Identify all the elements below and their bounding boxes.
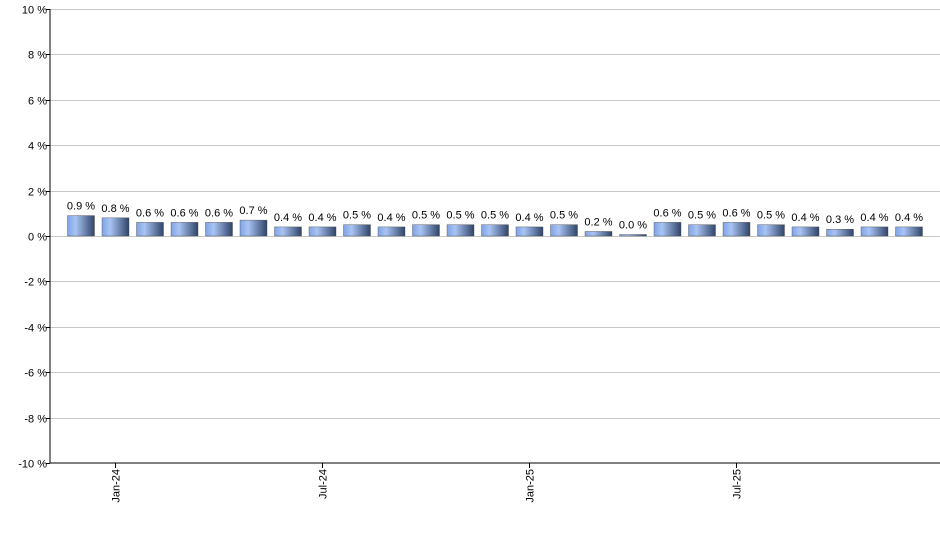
bar — [101, 217, 130, 237]
bar — [550, 224, 578, 237]
bar — [377, 226, 406, 237]
data-label: 0.4 % — [377, 212, 405, 224]
y-tick-label: 0 % — [28, 232, 47, 244]
data-label: 0.2 % — [584, 216, 612, 228]
data-label: 0.5 % — [446, 210, 474, 222]
data-label: 0.9 % — [67, 201, 95, 213]
y-tick-label: -4 % — [24, 323, 47, 335]
bar — [274, 226, 302, 237]
y-tick-label: -8 % — [24, 414, 47, 426]
bar — [619, 234, 647, 237]
data-label: 0.6 % — [170, 207, 198, 219]
bar — [515, 226, 544, 237]
bar — [343, 224, 371, 237]
data-label: 0.4 % — [308, 212, 336, 224]
bar — [895, 226, 923, 237]
bar — [481, 224, 509, 237]
bar — [67, 215, 95, 237]
bar — [446, 224, 475, 237]
data-label: 0.0 % — [619, 220, 647, 232]
bar — [688, 224, 716, 237]
data-label: 0.6 % — [205, 207, 233, 219]
x-axis-ticks: Jan-24 Jul-24 Jan-25 Jul-25 — [111, 463, 744, 503]
data-label: 0.7 % — [239, 205, 267, 217]
bars — [67, 215, 923, 237]
y-tick-label: 10 % — [22, 5, 47, 17]
bar — [584, 231, 613, 237]
data-label: 0.4 % — [274, 212, 302, 224]
bar — [136, 222, 164, 237]
data-label: 0.5 % — [757, 210, 785, 222]
y-tick-label: -2 % — [24, 277, 47, 289]
data-labels: 0.9 % 0.8 % 0.6 % 0.6 % 0.6 % 0.7 % 0.4 % 0.4 %… — [67, 201, 923, 232]
data-label: 0.6 % — [722, 207, 750, 219]
x-tick-label: Jan-25 — [525, 469, 537, 503]
data-label: 0.3 % — [826, 214, 854, 226]
bar — [308, 226, 337, 237]
y-tick-label: 8 % — [28, 50, 47, 62]
data-label: 0.5 % — [412, 210, 440, 222]
bar — [239, 219, 268, 237]
data-label: 0.4 % — [895, 212, 923, 224]
x-tick-label: Jul-24 — [318, 469, 330, 499]
data-label: 0.5 % — [481, 210, 509, 222]
data-label: 0.4 % — [860, 212, 888, 224]
bar — [205, 222, 233, 237]
y-tick-label: -10 % — [18, 459, 47, 471]
data-label: 0.8 % — [101, 203, 129, 215]
bar — [653, 222, 682, 237]
y-tick-label: -6 % — [24, 368, 47, 380]
bar — [826, 228, 854, 237]
x-tick-label: Jan-24 — [111, 469, 123, 503]
data-label: 0.6 % — [136, 207, 164, 219]
data-label: 0.4 % — [515, 212, 543, 224]
y-tick-label: 6 % — [28, 96, 47, 108]
gridlines — [50, 9, 940, 419]
data-label: 0.4 % — [791, 212, 819, 224]
y-tick-label: 2 % — [28, 187, 47, 199]
data-label: 0.5 % — [343, 210, 371, 222]
bar — [860, 226, 889, 237]
x-tick-label: Jul-25 — [732, 469, 744, 499]
bar — [722, 222, 751, 237]
y-tick-label: 4 % — [28, 141, 47, 153]
data-label: 0.5 % — [688, 210, 716, 222]
bar — [757, 224, 785, 237]
bar — [791, 226, 820, 237]
data-label: 0.5 % — [550, 210, 578, 222]
bar — [412, 224, 440, 237]
y-axis-ticks: 10 % 8 % 6 % 4 % 2 % 0 % -2 % -4 % -6 % -8 % -10 % — [18, 5, 50, 471]
data-label: 0.6 % — [653, 207, 681, 219]
bar — [170, 222, 199, 237]
